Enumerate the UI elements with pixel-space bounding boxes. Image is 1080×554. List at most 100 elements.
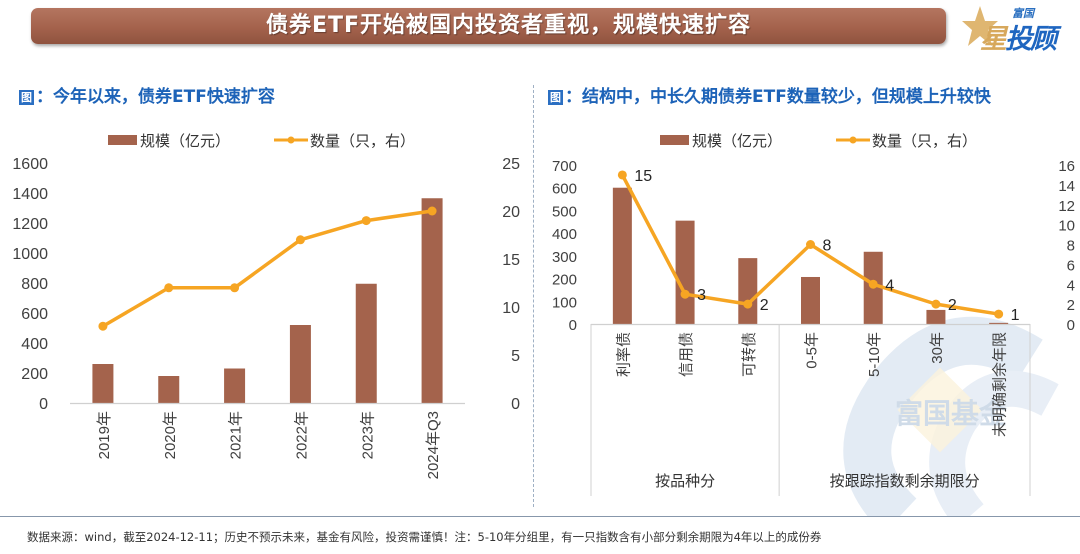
y2-axis-tick-label: 8: [1067, 238, 1075, 255]
count-data-label: 4: [885, 277, 894, 294]
y2-axis-tick-label: 2: [1067, 297, 1075, 314]
count-point-2023年: [361, 216, 371, 226]
y-axis-tick-label: 800: [21, 276, 48, 293]
legend-line-marker: [287, 136, 295, 144]
logo-top-text: 富国: [1012, 7, 1034, 20]
y-axis-tick-label: 200: [21, 366, 48, 383]
count-point-30年: [931, 299, 941, 309]
x-axis-category-label: 2023年: [359, 411, 376, 459]
y-axis-tick-label: 400: [552, 226, 577, 243]
legend-bar-swatch: [108, 135, 137, 145]
y2-axis-tick-label: 10: [1058, 218, 1075, 235]
bar-可转债: [738, 258, 758, 324]
y2-axis-tick-label: 20: [502, 204, 520, 221]
y-axis-tick-label: 1200: [12, 216, 48, 233]
star-icon: [962, 6, 998, 46]
count-point-信用债: [680, 289, 690, 299]
x-axis-category-label: 0-5年: [804, 332, 821, 369]
footer-divider: [0, 516, 1080, 517]
legend-bar-label: 规模（亿元）: [692, 133, 782, 150]
count-point-2020年: [164, 283, 174, 293]
chart2-title: 图：结构中，中长久期债券ETF数量较少，但规模上升较快: [548, 82, 991, 107]
count-point-2019年: [98, 321, 108, 331]
y-axis-tick-label: 600: [552, 181, 577, 198]
count-data-label: 3: [697, 287, 706, 304]
bar-2024年Q3: [421, 198, 443, 403]
logo-star-char: 星: [980, 24, 1007, 55]
y2-axis-tick-label: 15: [502, 252, 520, 269]
bar-未明确剩余年限: [989, 322, 1009, 325]
chart2-structure-by-category: 规模（亿元） 数量（只，右） 0 100 200 300 400 500 600 700 0 2 4 6 8…: [552, 133, 1075, 496]
y-axis-tick-label: 1600: [12, 156, 48, 173]
y-axis-tick-label: 1000: [12, 246, 48, 263]
y-axis-tick-label: 0: [39, 396, 48, 413]
x-axis-category-label: 2022年: [293, 411, 310, 459]
group-label: 按品种分: [655, 473, 715, 490]
count-point-0-5年: [806, 240, 815, 249]
count-point-2021年: [230, 283, 240, 293]
count-point-利率债: [617, 170, 627, 180]
legend-line-label: 数量（只，右）: [872, 133, 977, 150]
brand-logo: 富国 星投顾: [958, 2, 1076, 56]
count-data-label: 15: [634, 168, 652, 185]
y-axis-tick-label: 700: [552, 158, 577, 175]
count-point-未明确剩余年限: [994, 309, 1004, 319]
group-label: 按跟踪指数剩余期限分: [830, 472, 980, 490]
figure-icon: 图: [19, 90, 34, 105]
y2-axis-tick-label: 25: [502, 156, 520, 173]
bar-30年: [926, 309, 946, 324]
x-axis-category-label: 2024年Q3: [425, 411, 442, 479]
y2-axis-tick-label: 4: [1067, 277, 1075, 294]
x-axis-category-label: 信用债: [678, 332, 695, 377]
bar-2019年: [92, 364, 114, 403]
y-axis-tick-label: 200: [552, 272, 577, 289]
banner-title: 债券ETF开始被国内投资者重视，规模快速扩容: [265, 13, 752, 38]
bar-0-5年: [801, 276, 820, 324]
bar-2022年: [289, 325, 311, 403]
bar-2023年: [355, 283, 377, 403]
y-axis-tick-label: 0: [569, 317, 577, 334]
count-point-5-10年: [868, 279, 878, 289]
y2-axis-tick-label: 6: [1067, 257, 1075, 274]
bar-利率债: [612, 187, 632, 324]
bar-2020年: [158, 376, 180, 403]
y2-axis-tick-label: 12: [1058, 198, 1075, 215]
x-axis-category-label: 30年: [929, 332, 946, 364]
y2-axis-tick-label: 0: [1067, 317, 1075, 334]
count-line: [102, 209, 433, 328]
x-axis-category-label: 2020年: [162, 411, 179, 459]
y2-axis-tick-label: 10: [502, 300, 520, 317]
count-point-2022年: [295, 235, 305, 245]
y2-axis-tick-label: 16: [1058, 158, 1075, 175]
y-axis-tick-label: 600: [21, 306, 48, 323]
count-point-可转债: [743, 299, 753, 309]
count-data-label: 2: [760, 297, 769, 314]
legend-bar-swatch: [660, 135, 689, 145]
chart2-title-text: ：结构中，中长久期债券ETF数量较少，但规模上升较快: [565, 87, 991, 107]
chart1-title: 图：今年以来，债券ETF快速扩容: [19, 82, 275, 107]
panel-divider: [533, 85, 534, 507]
chart1-scale-count-by-year: 规模（亿元） 数量（只，右）020040060080010001200140016…: [12, 133, 520, 479]
footnote-source: 数据来源：wind，截至2024-12-11；历史不预示未来，基金有风险，投资需…: [27, 530, 822, 544]
count-point-2024年Q3: [427, 206, 437, 216]
x-axis-category-label: 未明确剩余年限: [991, 332, 1009, 437]
bar-2021年: [224, 368, 246, 403]
x-axis-category-label: 2021年: [228, 411, 245, 459]
x-axis-category-label: 利率债: [615, 332, 632, 377]
x-axis-category-label: 可转债: [741, 332, 758, 377]
y-axis-tick-label: 100: [552, 294, 577, 311]
count-data-label: 8: [823, 238, 832, 255]
count-data-label: 2: [948, 297, 957, 314]
legend-line-label: 数量（只，右）: [310, 133, 415, 150]
x-axis-category-label: 2019年: [96, 411, 113, 459]
y-axis-tick-label: 300: [552, 249, 577, 266]
x-axis-category-label: 5-10年: [866, 332, 883, 377]
count-data-label: 1: [1011, 307, 1020, 324]
legend-bar-label: 规模（亿元）: [140, 133, 230, 150]
y-axis-tick-label: 1400: [12, 186, 48, 203]
y2-axis-tick-label: 5: [511, 348, 520, 365]
logo-main-label: 投顾: [1005, 24, 1057, 55]
figure-icon: 图: [548, 90, 563, 105]
logo-main-text: 星投顾: [980, 17, 1057, 56]
header-banner: 债券ETF开始被国内投资者重视，规模快速扩容: [31, 8, 946, 44]
